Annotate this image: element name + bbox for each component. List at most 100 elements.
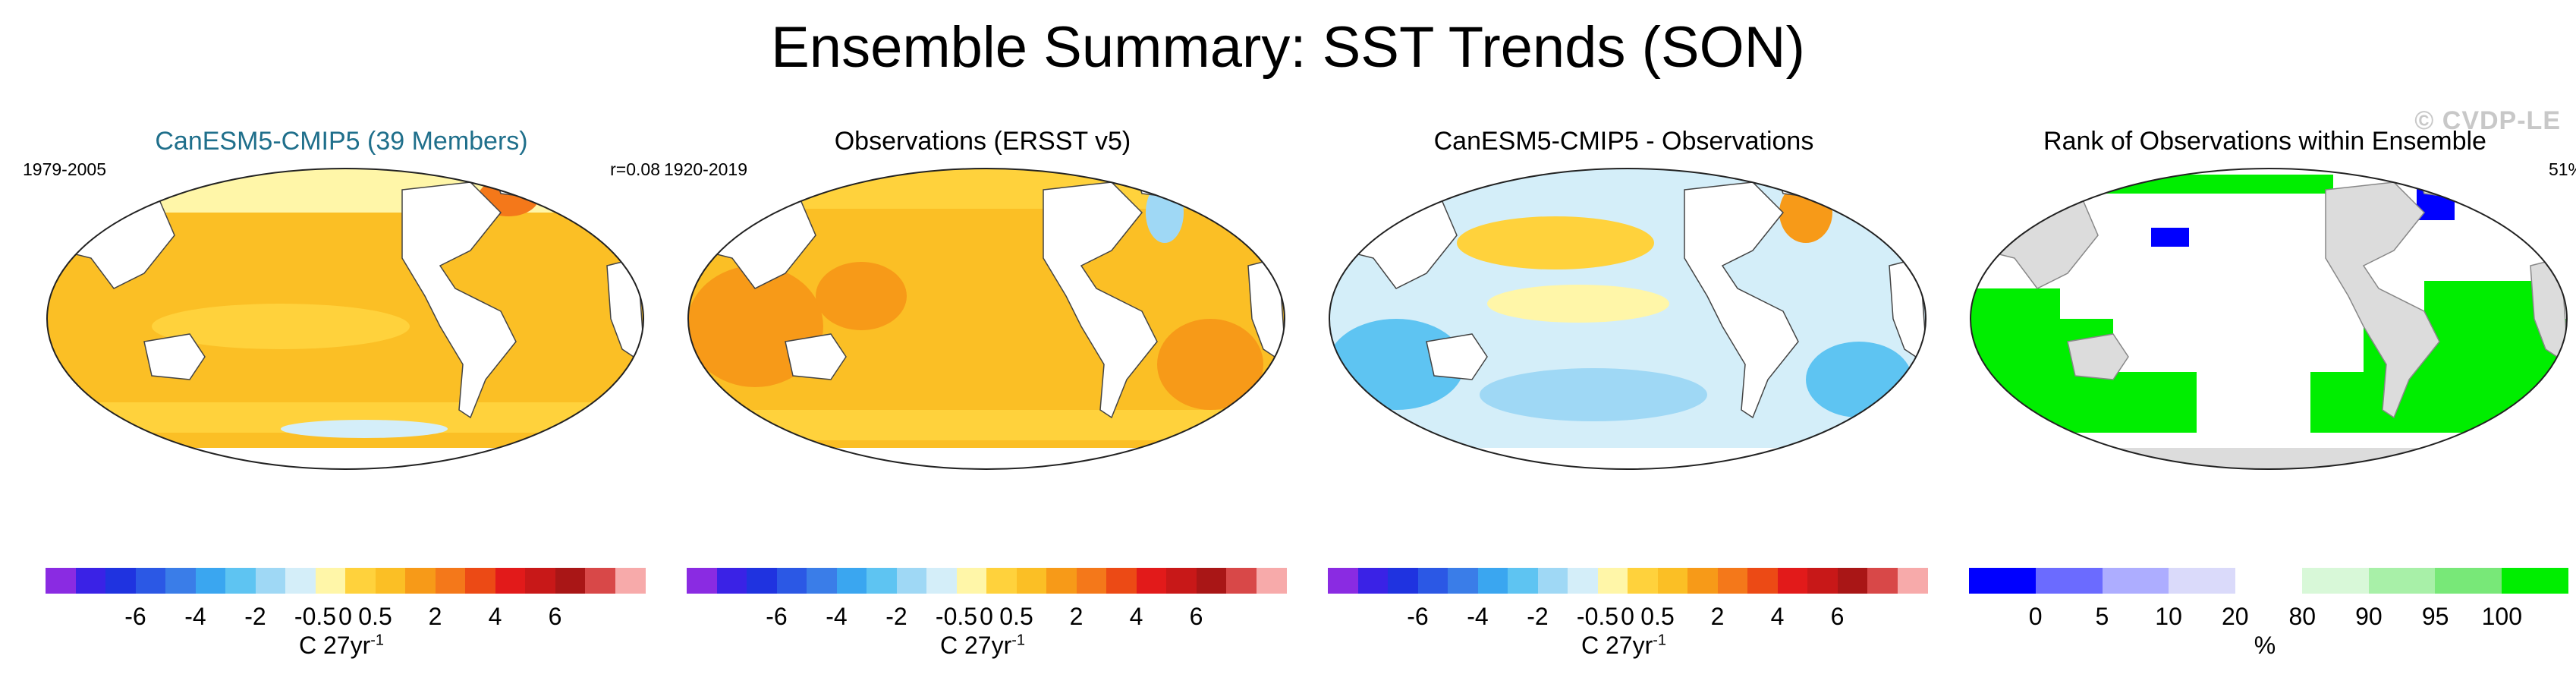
colorbar-unit: C 27yr-1 (939, 632, 1026, 659)
colorbar-cell (1807, 568, 1838, 594)
colorbar-cell (2368, 568, 2436, 594)
colorbar-cell (105, 568, 136, 594)
colorbar-unit: C 27yr-1 (1581, 632, 1667, 659)
colorbar-cell (807, 568, 837, 594)
map-model-minus-observations (1329, 168, 1926, 470)
colorbar-cell (2301, 568, 2370, 594)
colorbar-tick-label: 0 (1621, 603, 1634, 630)
colorbar-cell (1196, 568, 1227, 594)
colorbar-cell (956, 568, 987, 594)
panel-observations-trend: Observations (ERSST v5) 1920-2019 C 27yr… (664, 114, 1301, 676)
greenland-land (2415, 169, 2463, 198)
colorbar-cell (195, 568, 226, 594)
colorbar-cell (776, 568, 807, 594)
colorbar-tick-label: 80 (2288, 603, 2317, 630)
colorbar-cell (1628, 568, 1658, 594)
south-pacific-cold-bias (1480, 368, 1707, 421)
colorbar-cell (345, 568, 376, 594)
map-observations-trend (687, 168, 1285, 470)
colorbar-tick-label: 0 (2028, 603, 2043, 630)
colorbar-tick-label: -0.5 (1576, 603, 1619, 630)
colorbar-cell (2035, 568, 2103, 594)
south-atlantic-warming (1157, 319, 1263, 410)
colorbar-cell (615, 568, 646, 594)
australia-land (143, 333, 206, 380)
north-pacific-warm-bias (1457, 216, 1654, 269)
colorbar-tick-label: -6 (124, 603, 146, 630)
antarctica (47, 448, 643, 469)
colorbar-cell (867, 568, 897, 594)
colorbar-cell (2235, 568, 2303, 594)
colorbar-tick-label: 90 (2355, 603, 2383, 630)
colorbar-cell (1777, 568, 1808, 594)
colorbar-cell (1717, 568, 1748, 594)
colorbar-cell (75, 568, 106, 594)
colorbar (46, 568, 646, 594)
arctic-high-rank (2090, 175, 2333, 194)
colorbar-cell (1837, 568, 1868, 594)
colorbar-cell (896, 568, 927, 594)
australia-land (2067, 333, 2129, 380)
colorbar-cell (1747, 568, 1778, 594)
southern-ocean-cool-patch (281, 420, 448, 438)
period-label: 1979-2005 (23, 159, 106, 179)
colorbar-cell (1226, 568, 1257, 594)
colorbar-tick-label: 5 (2095, 603, 2109, 630)
colorbar-cell (1417, 568, 1448, 594)
colorbar-cell (836, 568, 867, 594)
colorbar-cell (2169, 568, 2236, 594)
australia-land (785, 333, 847, 380)
colorbar-cell (315, 568, 346, 594)
watermark: © CVDP-LE (2414, 106, 2561, 135)
colorbar-cell (285, 568, 316, 594)
colorbar-tick-label: 10 (2155, 603, 2182, 630)
colorbar-cell (1256, 568, 1287, 594)
figure-title: Ensemble Summary: SST Trends (SON) (771, 15, 1805, 80)
colorbar-cell (687, 568, 717, 594)
colorbar-cell (255, 568, 286, 594)
period-label: 1920-2019 (664, 159, 747, 179)
colorbar-cell (46, 568, 76, 594)
colorbar-cell (926, 568, 957, 594)
antarctica (1971, 448, 2567, 469)
colorbar-cell (2435, 568, 2502, 594)
panel-model-minus-observations: CanESM5-CMIP5 - Observations C 27yr-1 -6… (1305, 114, 1942, 676)
colorbar-cell (375, 568, 406, 594)
colorbar-tick-label: -4 (826, 603, 848, 630)
colorbar-cell (986, 568, 1017, 594)
australia-land (1426, 333, 1488, 380)
colorbar-cell (1477, 568, 1508, 594)
colorbar-cell (465, 568, 495, 594)
americas-land (1684, 181, 1799, 419)
colorbar-cell (2502, 568, 2569, 594)
colorbar-cell (1537, 568, 1568, 594)
south-atlantic-cold-bias (1806, 342, 1912, 418)
colorbar-tick-label: 0 (338, 603, 352, 630)
colorbar-cell (495, 568, 526, 594)
colorbar-cell (1568, 568, 1598, 594)
colorbar-cell (716, 568, 747, 594)
colorbar (1969, 568, 2569, 594)
americas-land (2325, 181, 2440, 419)
colorbar-tick-label: 100 (2481, 603, 2522, 630)
colorbar-cell (1357, 568, 1389, 594)
colorbar-cell (1076, 568, 1107, 594)
colorbar-cell (1867, 568, 1898, 594)
americas-land (401, 181, 517, 419)
colorbar-cell (435, 568, 466, 594)
north-pacific-low-rank (2151, 228, 2189, 247)
colorbar-cell (1897, 568, 1928, 594)
colorbar (1328, 568, 1928, 594)
colorbar-cell (405, 568, 436, 594)
colorbar-cell (1448, 568, 1478, 594)
colorbar-cell (1136, 568, 1167, 594)
colorbar-cell (525, 568, 555, 594)
colorbar-tick-label: 0.5 (999, 603, 1033, 630)
colorbar-tick-label: 0 (980, 603, 993, 630)
colorbar-cell (165, 568, 196, 594)
indian-ocean-high-rank (1971, 288, 2060, 334)
colorbar-tick-label: 6 (1830, 603, 1845, 630)
colorbar-tick-label: 4 (488, 603, 502, 630)
map-rank (1970, 168, 2568, 470)
south-pacific-mid-rank (2197, 364, 2310, 440)
